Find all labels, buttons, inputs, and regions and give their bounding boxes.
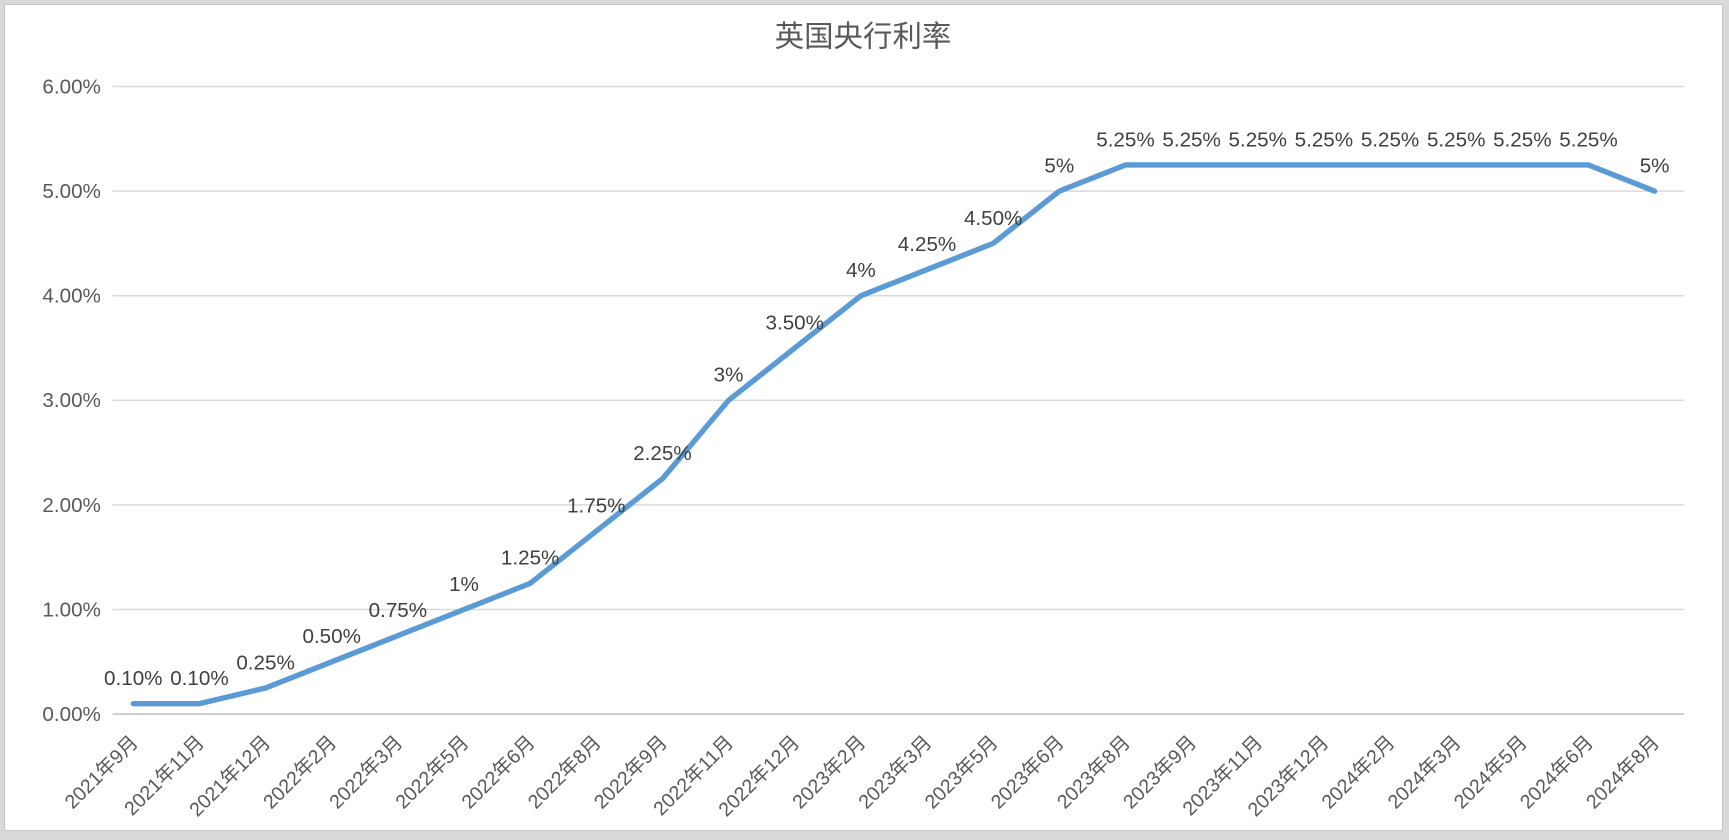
data-label: 0.10%	[170, 667, 228, 690]
chart-panel[interactable]: 6.00% 5.00% 4.00% 3.00% 2.00% 1.00% 0.00% 2021…	[4, 4, 1723, 831]
data-label: 1%	[449, 573, 479, 596]
data-label: 1.75%	[567, 494, 625, 517]
data-labels: 0.10% 0.10% 0.25% 0.50% 0.75% 1% 1.25% 1.75% 2.2…	[104, 128, 1669, 690]
data-label: 0.25%	[236, 651, 294, 674]
data-label: 4%	[846, 259, 876, 282]
y-tick-label: 4.00%	[42, 285, 100, 308]
data-label: 4.25%	[898, 233, 956, 256]
data-label: 5.25%	[1559, 128, 1617, 151]
data-label: 5.25%	[1493, 128, 1551, 151]
y-tick-label: 6.00%	[42, 75, 100, 98]
data-label: 5.25%	[1295, 128, 1353, 151]
y-tick-label: 3.00%	[42, 389, 100, 412]
data-label: 5.25%	[1361, 128, 1419, 151]
data-label: 5.25%	[1427, 128, 1485, 151]
y-tick-label: 0.00%	[42, 703, 100, 726]
y-tick-label: 1.00%	[42, 598, 100, 621]
gridlines	[112, 85, 1685, 715]
data-label: 0.10%	[104, 667, 162, 690]
data-label: 2.25%	[633, 442, 691, 465]
data-label: 5.25%	[1162, 128, 1220, 151]
data-label: 3.50%	[766, 311, 824, 334]
data-label: 3%	[714, 364, 744, 387]
data-label: 5.25%	[1096, 128, 1154, 151]
series-polyline[interactable]	[130, 162, 1658, 707]
chart-title[interactable]: 英国央行利率	[775, 19, 952, 53]
data-label: 0.75%	[369, 599, 427, 622]
data-label: 5%	[1640, 154, 1670, 177]
data-label: 4.50%	[964, 207, 1022, 230]
data-label: 0.50%	[302, 625, 360, 648]
series-line[interactable]	[130, 162, 1658, 707]
data-label: 1.25%	[501, 547, 559, 570]
data-label: 5.25%	[1229, 128, 1287, 151]
y-axis[interactable]: 6.00% 5.00% 4.00% 3.00% 2.00% 1.00% 0.00%	[42, 75, 100, 726]
data-label: 5%	[1044, 154, 1074, 177]
y-tick-label: 2.00%	[42, 494, 100, 517]
y-tick-label: 5.00%	[42, 180, 100, 203]
x-axis[interactable]: 2021年9月2021年11月2021年12月2022年2月2022年3月202…	[61, 732, 1664, 822]
